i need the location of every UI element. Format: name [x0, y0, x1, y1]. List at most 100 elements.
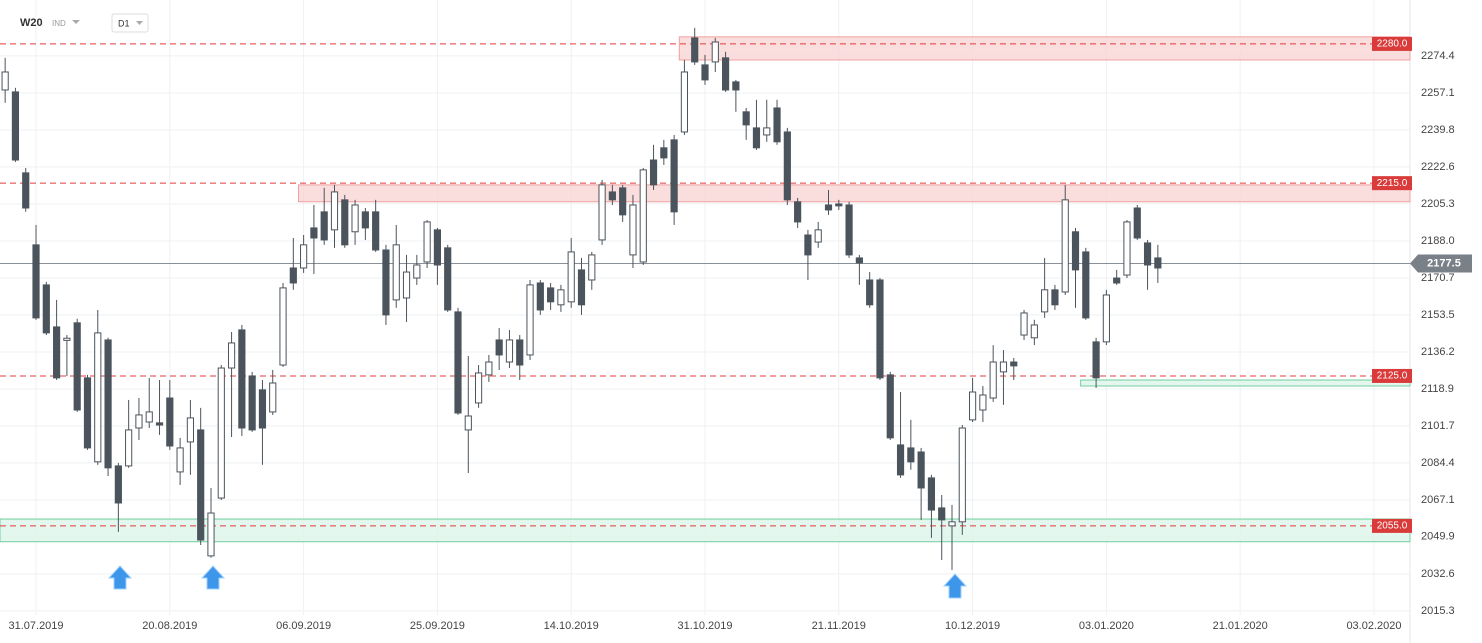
candle-body	[1082, 251, 1090, 319]
candle-body	[310, 227, 318, 239]
candle-body	[835, 203, 843, 207]
x-tick-label: 03.02.2020	[1346, 620, 1401, 632]
signal-arrows	[107, 565, 968, 599]
candle-body	[73, 322, 81, 411]
candle-body	[22, 172, 30, 209]
market-dropdown[interactable]	[72, 20, 80, 24]
candle-body	[1113, 277, 1121, 284]
level-label-box	[1372, 36, 1412, 51]
symbol: W20	[20, 17, 43, 29]
candle-body	[691, 37, 699, 63]
candle-body	[1102, 294, 1110, 343]
signal-arrow	[942, 573, 968, 599]
x-tick-label: 21.01.2020	[1213, 620, 1268, 632]
candle-body	[927, 477, 936, 511]
candle-body	[639, 169, 647, 263]
x-tick-label: 31.07.2019	[8, 620, 63, 632]
candle-body	[763, 127, 771, 136]
x-tick-label: 21.11.2019	[812, 620, 866, 632]
candle-body	[135, 414, 143, 429]
candle-body	[464, 415, 472, 431]
candle-body	[32, 244, 40, 319]
candle-body	[711, 41, 719, 63]
candle-body	[227, 342, 236, 369]
candle-body	[1092, 341, 1100, 379]
candle-body	[969, 391, 977, 421]
y-tick-label: 2032.6	[1421, 568, 1455, 580]
candle-body	[63, 337, 71, 341]
candle-body	[598, 184, 606, 241]
candle-body	[866, 279, 874, 306]
candle-body	[372, 211, 380, 251]
candle-body	[382, 249, 390, 316]
market[interactable]: IND	[52, 19, 66, 28]
interval-dropdown[interactable]	[136, 21, 143, 25]
candle-body	[588, 254, 596, 281]
candle-body	[536, 282, 544, 311]
candle-body	[238, 329, 246, 429]
x-tick-label: 20.08.2019	[142, 620, 197, 632]
last-price-tag	[1410, 254, 1472, 273]
candle-body	[557, 289, 565, 306]
candle-body	[1041, 289, 1049, 313]
candle-body	[248, 375, 256, 431]
candle-body	[670, 139, 678, 213]
candle-body	[155, 422, 164, 426]
zone	[297, 184, 1411, 203]
candle-body	[845, 204, 853, 256]
candle-body	[516, 339, 524, 366]
candle-body	[1010, 361, 1018, 367]
last-price-label: 2177.5	[1427, 257, 1461, 269]
candle-body	[186, 417, 194, 443]
candle-body	[526, 284, 534, 356]
interval-box[interactable]	[111, 13, 149, 33]
candle-body	[300, 244, 308, 269]
level-label-box	[1372, 176, 1412, 191]
candle-body	[1030, 324, 1038, 339]
header: W20 IND D1	[20, 13, 149, 33]
candle-body	[94, 332, 102, 463]
zone	[1080, 379, 1411, 387]
candle-body	[423, 221, 431, 263]
y-tick-label: 2136.2	[1421, 346, 1455, 358]
candle-body	[948, 521, 956, 527]
candle-body	[495, 339, 503, 356]
candle-body	[444, 247, 452, 311]
candle-body	[680, 71, 689, 133]
level-label: 2055.0	[1377, 521, 1408, 532]
candle-body	[114, 465, 122, 504]
candle-body	[783, 131, 791, 201]
candle-body	[1071, 231, 1080, 271]
candle-body	[320, 211, 328, 241]
candle-body	[649, 159, 658, 186]
candle-body	[42, 284, 50, 334]
candle-body	[876, 279, 884, 379]
candle-body	[176, 447, 184, 473]
candle-body	[752, 127, 761, 149]
candle-body	[958, 427, 966, 523]
candle-body	[660, 147, 668, 159]
interval[interactable]: D1	[118, 18, 130, 28]
level-label-box	[1372, 368, 1412, 383]
y-tick-label: 2118.9	[1421, 383, 1454, 395]
candle-body	[269, 382, 277, 413]
candle-body	[413, 264, 421, 279]
y-tick-label: 2067.1	[1421, 494, 1455, 506]
candle-body	[907, 447, 915, 463]
candle-body	[402, 271, 411, 299]
signal-arrow	[200, 565, 226, 590]
candle-body	[608, 191, 616, 201]
candle-body	[83, 377, 92, 449]
candle-body	[1, 71, 9, 91]
candle-body	[1020, 312, 1028, 336]
candle-body	[1061, 199, 1069, 293]
candle-body	[619, 187, 627, 216]
candle-body	[547, 287, 555, 303]
candle-body	[794, 201, 802, 223]
candle-body	[330, 191, 339, 231]
